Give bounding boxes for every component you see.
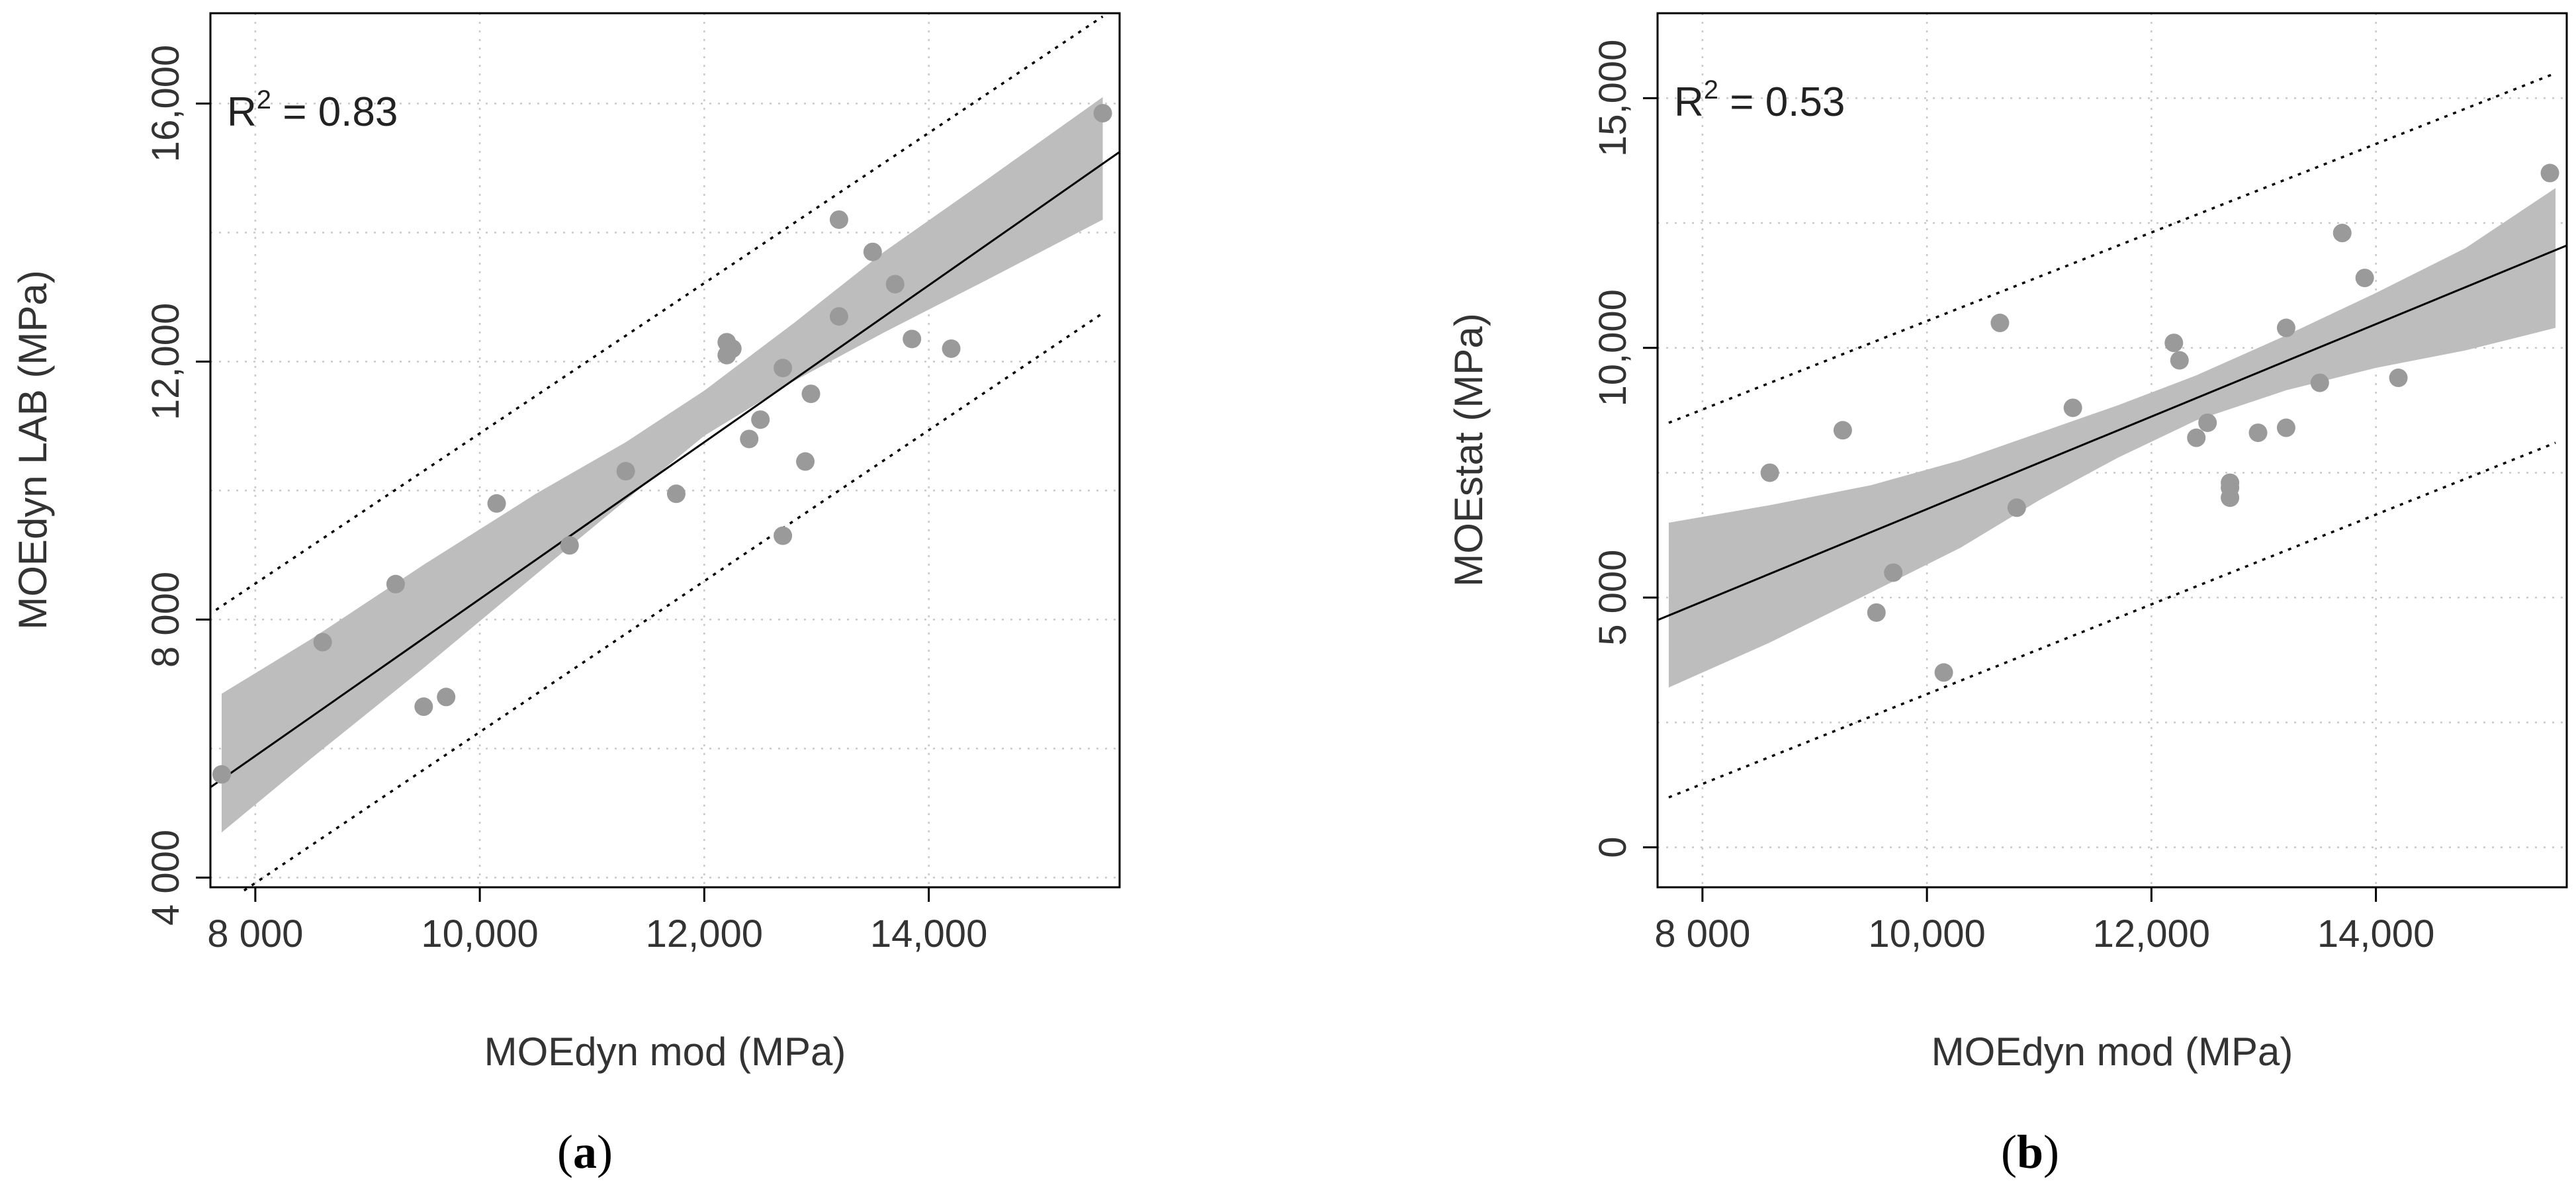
data-point xyxy=(2276,318,2295,337)
y-tick-label: 16,000 xyxy=(144,45,187,162)
plot-frame xyxy=(1656,12,2568,889)
x-ticks: 8 000 10,000 12,000 14,000 xyxy=(207,887,987,955)
data-point xyxy=(774,359,793,378)
data-point xyxy=(942,339,961,358)
x-tick-label: 12,000 xyxy=(2093,912,2210,955)
x-axis-label: MOEdyn mod (MPa) xyxy=(1932,1030,2293,1074)
regression-line xyxy=(210,151,1120,789)
data-point xyxy=(2540,163,2559,183)
data-point xyxy=(740,429,759,449)
data-point xyxy=(774,526,793,545)
y-tick-label: 12,000 xyxy=(144,303,187,420)
prediction-interval-lines xyxy=(215,15,1104,892)
confidence-band xyxy=(1668,188,2556,688)
x-ticks: 8 000 10,000 12,000 14,000 xyxy=(1654,887,2434,955)
data-point xyxy=(616,462,635,481)
data-point xyxy=(1884,563,1903,582)
x-tick-label: 10,000 xyxy=(1868,912,1985,955)
panel-a: 8 000 10,000 12,000 14,000 4 000 8 000 12,000… xyxy=(11,12,1121,1178)
data-point xyxy=(2170,351,2189,370)
data-point xyxy=(313,633,332,652)
data-point xyxy=(666,484,686,504)
data-point xyxy=(2332,224,2352,243)
y-axis-label: MOEdyn LAB (MPa) xyxy=(11,270,55,630)
data-point xyxy=(829,210,848,229)
y-tick-label: 0 xyxy=(1591,836,1634,857)
r-squared-annotation: R2 = 0.83 xyxy=(227,85,398,135)
data-point xyxy=(2248,423,2268,443)
x-tick-label: 14,000 xyxy=(2317,912,2434,955)
x-tick-label: 8 000 xyxy=(1654,912,1750,955)
data-point xyxy=(2063,398,2082,418)
data-point xyxy=(2355,269,2374,288)
data-point xyxy=(723,339,742,358)
r-squared-annotation: R2 = 0.53 xyxy=(1674,75,1845,125)
data-point xyxy=(1934,663,1953,682)
data-point xyxy=(437,687,456,707)
prediction-upper-line xyxy=(1668,71,2556,424)
prediction-upper-line xyxy=(215,15,1104,611)
panel-b: 8 000 10,000 12,000 14,000 0 5 000 10,000 15,0… xyxy=(1446,12,2568,1178)
data-point xyxy=(1833,421,1852,440)
data-point xyxy=(1760,463,1779,482)
data-point xyxy=(1990,314,2010,333)
data-point xyxy=(751,410,770,429)
y-tick-label: 10,000 xyxy=(1591,289,1634,406)
data-point xyxy=(2389,369,2408,388)
data-points xyxy=(1760,163,2559,682)
prediction-lower-line xyxy=(243,312,1104,892)
y-ticks: 0 5 000 10,000 15,000 xyxy=(1591,40,1658,858)
data-point xyxy=(863,242,882,261)
prediction-lower-line xyxy=(1668,441,2556,799)
confidence-band-area xyxy=(1668,188,2556,688)
data-point xyxy=(903,330,922,349)
data-point xyxy=(829,307,848,326)
data-point xyxy=(414,697,433,717)
y-tick-label: 5 000 xyxy=(1591,550,1634,646)
confidence-band xyxy=(221,97,1103,833)
data-point xyxy=(801,384,821,404)
data-point xyxy=(1867,603,1886,622)
regression-line-stroke xyxy=(1657,244,2567,621)
data-point xyxy=(2164,333,2184,353)
regression-line-stroke xyxy=(210,151,1120,789)
x-axis-label: MOEdyn mod (MPa) xyxy=(484,1030,846,1074)
data-point xyxy=(2310,373,2329,392)
panel-caption-a: (a) xyxy=(557,1125,613,1178)
data-point xyxy=(796,452,815,471)
regression-line xyxy=(1657,244,2567,621)
data-point xyxy=(1093,104,1112,123)
data-point xyxy=(386,574,405,594)
data-point xyxy=(560,536,579,555)
data-point xyxy=(2276,418,2295,437)
plot-frame xyxy=(209,12,1121,889)
data-point xyxy=(885,275,905,294)
x-tick-label: 10,000 xyxy=(421,912,538,955)
y-axis-label: MOEstat (MPa) xyxy=(1446,313,1491,586)
data-point xyxy=(487,494,506,513)
data-point xyxy=(212,765,231,784)
panel-caption-b: (b) xyxy=(2001,1125,2059,1178)
y-tick-label: 4 000 xyxy=(144,830,187,926)
data-point xyxy=(2198,413,2217,432)
data-point xyxy=(2221,478,2240,498)
prediction-interval-lines xyxy=(1668,71,2556,799)
x-tick-label: 8 000 xyxy=(207,912,303,955)
data-point xyxy=(2007,498,2026,517)
data-points xyxy=(212,104,1112,784)
y-tick-label: 15,000 xyxy=(1591,40,1634,157)
x-tick-label: 14,000 xyxy=(870,912,987,955)
y-ticks: 4 000 8 000 12,000 16,000 xyxy=(144,45,210,926)
confidence-band-area xyxy=(221,97,1103,833)
data-point xyxy=(2187,428,2206,447)
x-tick-label: 12,000 xyxy=(646,912,763,955)
y-tick-label: 8 000 xyxy=(144,572,187,668)
